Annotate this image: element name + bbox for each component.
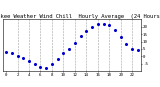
Point: [33, 63, 36, 65]
Point: [108, 24, 111, 26]
Title: Milwaukee Weather Wind Chill  Hourly Average  (24 Hours): Milwaukee Weather Wind Chill Hourly Aver…: [0, 14, 160, 19]
Point: [131, 48, 133, 50]
Point: [96, 23, 99, 24]
Point: [85, 30, 88, 32]
Point: [56, 59, 59, 60]
Point: [137, 50, 139, 51]
Point: [79, 35, 82, 36]
Point: [91, 26, 93, 27]
Point: [125, 44, 128, 45]
Point: [22, 57, 24, 59]
Point: [11, 53, 13, 54]
Point: [74, 42, 76, 44]
Point: [62, 53, 65, 54]
Point: [5, 51, 7, 53]
Point: [102, 23, 105, 24]
Point: [51, 63, 53, 65]
Point: [39, 66, 42, 68]
Point: [45, 68, 48, 69]
Point: [120, 36, 122, 38]
Point: [16, 56, 19, 57]
Point: [114, 29, 116, 30]
Point: [68, 48, 70, 50]
Point: [28, 60, 30, 62]
